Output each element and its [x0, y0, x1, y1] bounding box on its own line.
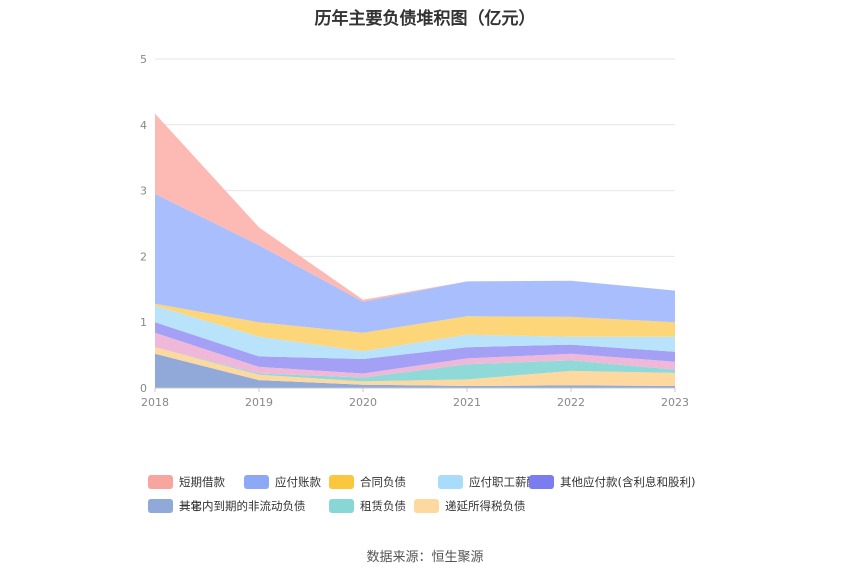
legend-item[interactable]: 合同负债	[329, 474, 406, 490]
legend-item[interactable]: 应付账款	[244, 474, 321, 490]
area-series	[155, 347, 675, 386]
legend-label: 应付职工薪酬	[469, 475, 538, 489]
legend-swatch	[438, 475, 463, 489]
area-series	[155, 347, 675, 382]
x-tick-label: 2019	[245, 396, 273, 409]
legend-label: 其它	[179, 499, 202, 513]
area-series	[155, 353, 675, 388]
legend-item[interactable]: 应付职工薪酬	[438, 474, 538, 490]
area-series	[155, 322, 675, 374]
legend-item[interactable]: 租赁负债	[329, 498, 406, 514]
legend-swatch	[414, 499, 439, 513]
y-tick-label: 3	[140, 185, 147, 198]
x-tick-label: 2021	[453, 396, 481, 409]
legend-label: 其他应付款(含利息和股利)	[560, 475, 696, 489]
x-tick-label: 2022	[557, 396, 585, 409]
data-source: 数据来源：恒生聚源	[366, 550, 484, 565]
legend-label: 应付账款	[275, 475, 321, 489]
legend-item[interactable]: 其他应付款(含利息和股利)	[529, 474, 695, 490]
legend-swatch	[244, 475, 269, 489]
legend-swatch	[148, 499, 173, 513]
y-tick-label: 5	[140, 53, 147, 66]
area-series	[155, 305, 675, 359]
legend-label: 一年内到期的非流动负债	[179, 499, 306, 513]
stacked-areas	[155, 113, 675, 388]
x-tick-label: 2018	[141, 396, 169, 409]
y-tick-label: 4	[140, 119, 147, 132]
area-series	[155, 303, 675, 352]
area-series	[155, 113, 675, 302]
legend-item[interactable]: 短期借款	[148, 474, 225, 490]
y-tick-label: 1	[140, 316, 147, 329]
legend-item[interactable]: 递延所得税负债	[414, 498, 526, 514]
legend-label: 短期借款	[179, 475, 225, 489]
legend-swatch	[329, 499, 354, 513]
legend-swatch	[148, 475, 173, 489]
legend-swatch	[529, 475, 554, 489]
legend-label: 递延所得税负债	[445, 499, 526, 513]
y-tick-label: 2	[140, 250, 147, 263]
axes: 2018 2019 2020 2021 2022 2023	[141, 387, 689, 409]
chart-title: 历年主要负债堆积图（亿元）	[314, 9, 536, 29]
y-tick-label: 0	[140, 382, 147, 395]
legend-label: 合同负债	[360, 475, 406, 489]
legend-item[interactable]: 其它	[148, 498, 202, 514]
legend-label: 租赁负债	[360, 499, 406, 513]
x-tick-label: 2020	[349, 396, 377, 409]
x-tick-label: 2023	[661, 396, 689, 409]
legend-swatch	[329, 475, 354, 489]
area-series	[155, 193, 675, 333]
area-series	[155, 332, 675, 378]
